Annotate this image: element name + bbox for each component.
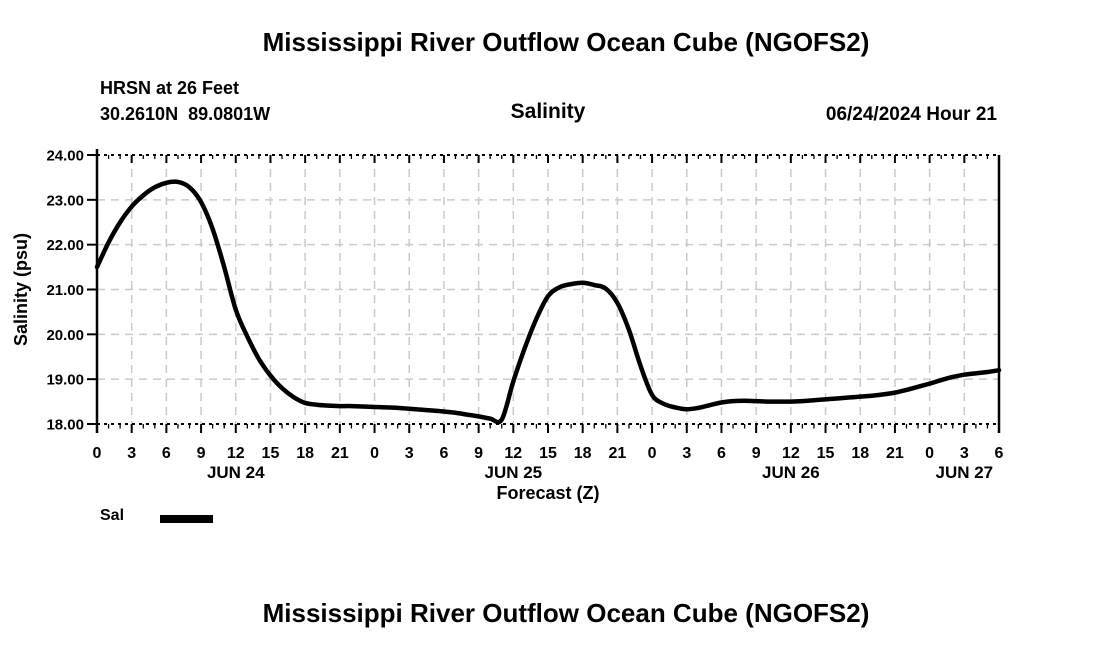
forecast-datetime: 06/24/2024 Hour 21 [825, 104, 997, 125]
x-date-label: JUN 26 [762, 463, 820, 482]
x-tick-label: 21 [331, 445, 349, 462]
x-tick-label: 0 [93, 445, 102, 462]
x-tick-label: 6 [162, 445, 171, 462]
x-tick-label: 15 [539, 445, 557, 462]
x-tick-label: 6 [439, 445, 448, 462]
x-tick-label: 18 [574, 445, 592, 462]
x-tick-label: 3 [682, 445, 691, 462]
x-tick-label: 6 [717, 445, 726, 462]
y-tick-label: 20.00 [46, 327, 84, 344]
x-date-label: JUN 24 [207, 463, 265, 482]
x-date-label: JUN 25 [484, 463, 542, 482]
x-tick-label: 9 [197, 445, 206, 462]
x-tick-label: 3 [127, 445, 136, 462]
y-tick-label: 23.00 [46, 192, 84, 209]
y-tick-label: 24.00 [46, 148, 84, 165]
chart-variable-title: Salinity [510, 100, 586, 123]
x-axis-title: Forecast (Z) [496, 483, 599, 503]
page-title: Mississippi River Outflow Ocean Cube (NG… [262, 27, 870, 57]
x-tick-label: 9 [474, 445, 483, 462]
x-tick-label: 6 [995, 445, 1004, 462]
x-tick-label: 15 [262, 445, 280, 462]
x-tick-label: 18 [851, 445, 869, 462]
legend-line-swatch [160, 515, 213, 523]
x-date-label: JUN 27 [935, 463, 993, 482]
x-tick-label: 21 [886, 445, 904, 462]
next-page-title: Mississippi River Outflow Ocean Cube (NG… [262, 598, 870, 628]
y-tick-label: 19.00 [46, 372, 84, 389]
y-tick-label: 22.00 [46, 237, 84, 254]
station-label: HRSN at 26 Feet [100, 78, 240, 98]
x-tick-label: 9 [752, 445, 761, 462]
x-tick-label: 18 [296, 445, 314, 462]
x-tick-label: 0 [370, 445, 379, 462]
x-tick-label: 12 [504, 445, 522, 462]
x-tick-label: 21 [608, 445, 626, 462]
salinity-series-line [94, 179, 1002, 425]
x-tick-label: 0 [648, 445, 657, 462]
x-tick-label: 12 [227, 445, 245, 462]
station-coordinates: 30.2610N 89.0801W [100, 104, 271, 124]
y-tick-label: 21.00 [46, 282, 84, 299]
x-tick-label: 3 [960, 445, 969, 462]
x-tick-label: 0 [925, 445, 934, 462]
chart-legend: Sal [100, 507, 300, 531]
x-tick-label: 12 [782, 445, 800, 462]
y-tick-label: 18.00 [46, 417, 84, 434]
y-axis-title: Salinity (psu) [11, 233, 31, 346]
salinity-line-chart: 0 3 6 9 12 15 18 21 0 3 6 9 12 15 18 21 0 3 6 9 12 15 18 21 0 3 6J… [11, 148, 1004, 504]
x-tick-label: 15 [817, 445, 835, 462]
x-tick-label: 3 [405, 445, 414, 462]
legend-series-label: Sal [100, 507, 125, 524]
